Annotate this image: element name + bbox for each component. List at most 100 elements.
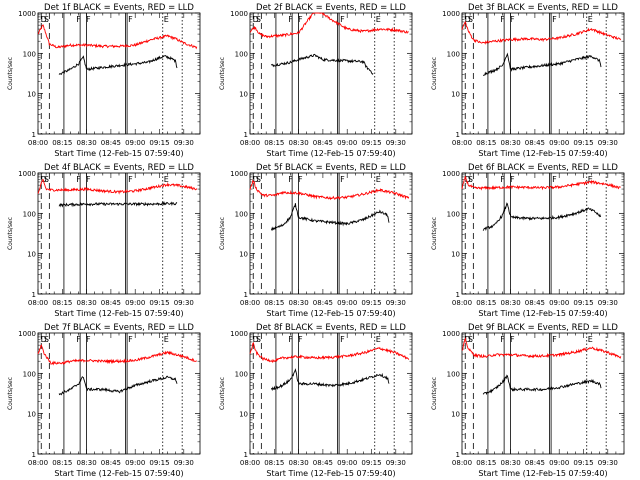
marker-letter: S (256, 335, 261, 344)
y-axis-label: Counts/sec (219, 57, 226, 90)
y-tick-label: 1 (244, 291, 248, 299)
x-tick-label: 09:15 (361, 459, 381, 467)
x-tick-label: 08:00 (452, 139, 472, 147)
y-tick-label: 1 (32, 451, 36, 459)
x-tick-label: 08:30 (501, 139, 521, 147)
x-tick-label: 09:30 (386, 139, 406, 147)
events-series-line (482, 202, 602, 232)
y-tick-label: 1 (456, 291, 460, 299)
x-tick-label: 08:15 (476, 299, 496, 307)
marker-letter: F (340, 175, 345, 184)
events-series-line (270, 53, 374, 75)
marker-letter: E (588, 335, 593, 344)
lld-series-line (461, 176, 621, 191)
x-tick-label: 09:30 (598, 459, 618, 467)
marker-letter: E (588, 175, 593, 184)
x-tick-label: 09:00 (549, 139, 569, 147)
lld-series-line (249, 341, 410, 364)
y-tick-label: 100 (447, 210, 460, 218)
y-tick-label: 10 (27, 251, 36, 259)
x-tick-label: 08:30 (77, 459, 97, 467)
lld-series-line (461, 20, 622, 45)
y-tick-label: 1000 (18, 10, 36, 18)
x-axis-label: Start Time (12-Feb-15 07:59:40) (266, 469, 395, 478)
x-tick-label: 08:15 (476, 459, 496, 467)
y-axis-label: Counts/sec (431, 57, 438, 90)
plot-frame (37, 172, 201, 295)
marker-letter: F (288, 335, 293, 344)
x-tick-label: 08:30 (501, 459, 521, 467)
x-tick-label: 08:30 (289, 299, 309, 307)
marker-letter: S (44, 335, 49, 344)
marker-letter: F (288, 15, 293, 24)
events-series-line (271, 203, 390, 232)
events-series-line (58, 55, 178, 76)
y-axis-label: Counts/sec (431, 217, 438, 250)
marker-letter: D (253, 335, 259, 344)
y-tick-label: 10 (451, 251, 460, 259)
x-tick-label: 08:15 (52, 299, 72, 307)
x-tick-label: 08:45 (313, 299, 333, 307)
events-series-line (271, 368, 390, 392)
x-tick-label: 08:00 (28, 139, 48, 147)
marker-letter: S (44, 15, 49, 24)
x-tick-label: 08:00 (452, 459, 472, 467)
panel-7: Det 7f BLACK = Events, RED = LLD Counts/s… (7, 323, 201, 478)
x-tick-label: 08:00 (240, 139, 260, 147)
panel-8: Det 8f BLACK = Events, RED = LLD Counts/s… (219, 323, 413, 478)
panel-2: Det 2f BLACK = Events, RED = LLD Counts/s… (219, 3, 413, 158)
x-tick-label: 09:00 (337, 139, 357, 147)
x-tick-label: 09:30 (598, 299, 618, 307)
x-tick-label: 08:00 (452, 299, 472, 307)
marker-letter: D (465, 335, 471, 344)
x-tick-label: 08:45 (313, 459, 333, 467)
x-tick-label: 08:15 (476, 139, 496, 147)
x-tick-label: 08:45 (313, 139, 333, 147)
y-tick-label: 10 (27, 91, 36, 99)
plot-frame (461, 172, 625, 295)
x-tick-label: 08:45 (525, 459, 545, 467)
marker-letter: F (128, 15, 133, 24)
panel-3: Det 3f BLACK = Events, RED = LLD Counts/s… (431, 3, 625, 158)
x-tick-label: 08:15 (264, 299, 284, 307)
marker-letter: F (298, 335, 303, 344)
y-tick-label: 1 (244, 131, 248, 139)
marker-letter: E (376, 175, 381, 184)
x-tick-label: 09:00 (337, 459, 357, 467)
marker-letter: F (288, 175, 293, 184)
marker-letter: D (253, 15, 259, 24)
y-tick-label: 100 (235, 370, 248, 378)
marker-letter: F (76, 15, 81, 24)
x-tick-label: 09:15 (361, 139, 381, 147)
marker-letter: D (465, 175, 471, 184)
panel-1: Det 1f BLACK = Events, RED = LLD Counts/s… (7, 3, 201, 158)
lld-series-line (461, 337, 622, 359)
events-series-line (482, 374, 602, 396)
y-tick-label: 10 (27, 411, 36, 419)
marker-letter: E (164, 15, 169, 24)
y-tick-label: 1 (32, 291, 36, 299)
marker-letter: F (500, 15, 505, 24)
panel-5: Det 5f BLACK = Events, RED = LLD Counts/s… (219, 163, 413, 318)
plot-frame (37, 12, 201, 135)
y-tick-label: 1 (456, 131, 460, 139)
y-axis-label: Counts/sec (7, 217, 14, 250)
x-tick-label: 09:00 (125, 139, 145, 147)
marker-letter: S (44, 175, 49, 184)
marker-letter: S (468, 15, 473, 24)
y-tick-label: 1000 (442, 170, 460, 178)
y-tick-label: 100 (23, 210, 36, 218)
x-tick-label: 09:00 (125, 299, 145, 307)
y-tick-label: 1000 (442, 330, 460, 338)
y-tick-label: 10 (239, 91, 248, 99)
x-tick-label: 08:15 (52, 139, 72, 147)
marker-letter: E (376, 335, 381, 344)
marker-letter: F (128, 335, 133, 344)
panel-title: Det 2f BLACK = Events, RED = LLD (256, 3, 406, 13)
marker-letter: S (256, 175, 261, 184)
x-axis-label: Start Time (12-Feb-15 07:59:40) (478, 469, 607, 478)
marker-letter: F (552, 335, 557, 344)
marker-letter: F (552, 15, 557, 24)
marker-letter: F (510, 15, 515, 24)
